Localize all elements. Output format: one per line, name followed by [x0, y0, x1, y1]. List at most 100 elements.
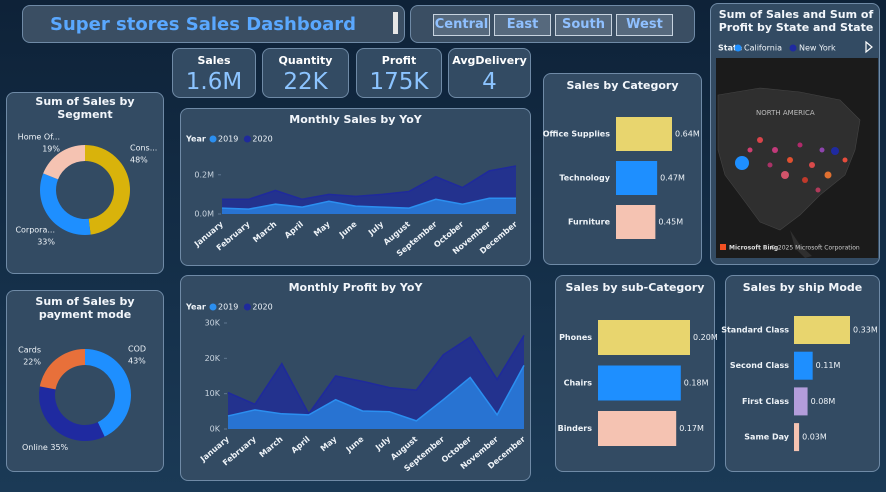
slice-value: 33%: [37, 238, 55, 247]
slice-value: 22%: [23, 358, 41, 367]
slice-name: COD: [128, 345, 146, 354]
category-label: Furniture: [568, 218, 611, 227]
play-icon[interactable]: [865, 40, 873, 54]
kpi-card: Profit 175K: [356, 48, 442, 98]
bar: [794, 351, 813, 380]
slicer-button[interactable]: East: [494, 14, 551, 36]
category-label: Same Day: [744, 433, 790, 442]
donut-slice: [39, 349, 85, 390]
legend-marker: [789, 44, 797, 52]
value-label: 0.33M: [853, 326, 878, 335]
value-label: 0.03M: [802, 433, 827, 442]
kpi-value: 22K: [283, 69, 328, 95]
x-tick-label: June: [344, 434, 366, 455]
bar: [598, 411, 677, 446]
map-dot: [767, 162, 773, 168]
value-label: 0.08M: [811, 397, 836, 406]
kpi-value: 175K: [369, 69, 429, 95]
legend-marker: [734, 44, 742, 52]
kpi-label: Sales: [197, 54, 231, 67]
legend-marker: [209, 135, 217, 143]
donut-slice: [85, 349, 132, 437]
bar: [794, 423, 800, 452]
x-tick-label: July: [366, 219, 386, 238]
x-tick-label: May: [319, 434, 339, 453]
x-tick-label: March: [251, 219, 278, 244]
map-dot: [735, 156, 749, 170]
legend-title: Year: [185, 303, 206, 312]
map-dot: [802, 177, 808, 183]
map-dot: [747, 147, 753, 153]
slicer-button[interactable]: South: [555, 14, 612, 36]
bar: [598, 365, 681, 401]
value-label: 0.64M: [675, 130, 700, 139]
value-label: 0.11M: [816, 361, 841, 370]
legend-label: 2020: [252, 135, 272, 144]
slice-label: Online 35%: [22, 443, 69, 452]
kpi-value: 1.6M: [185, 69, 243, 95]
y-tick-label: 0K: [210, 425, 221, 434]
legend-label: California: [744, 44, 782, 53]
region-slicer: Central East South West: [410, 5, 695, 43]
bar: [616, 161, 658, 195]
slice-name: Corpora...: [15, 226, 55, 235]
map-dot: [824, 171, 832, 179]
map-brand: Microsoft Bing: [729, 245, 778, 252]
category-label: Binders: [558, 424, 593, 433]
y-tick-label: 0.0M: [194, 210, 214, 219]
area-fill: [222, 198, 516, 214]
y-tick-label: 20K: [205, 354, 221, 363]
legend-label: 2019: [218, 303, 238, 312]
category-label: Chairs: [564, 379, 593, 388]
chart-title: Sales by sub-Category: [565, 281, 705, 294]
category-label: Office Supplies: [543, 130, 610, 139]
kpi-label: Profit: [381, 54, 417, 67]
series-line: [222, 165, 517, 201]
slicer-button[interactable]: West: [616, 14, 673, 36]
x-tick-label: April: [289, 434, 311, 455]
kpi-card: Quantity 22K: [262, 48, 349, 98]
slicer-button[interactable]: Central: [433, 14, 490, 36]
header-panel: Super stores Sales Dashboard: [22, 5, 405, 43]
kpi-label: AvgDelivery: [452, 54, 527, 67]
chart-title: Sales by Category: [566, 79, 679, 92]
slice-name: Online: [22, 443, 48, 452]
legend-marker: [243, 135, 251, 143]
map-dot: [797, 142, 803, 148]
map-dot: [809, 162, 815, 168]
area-fill: [228, 365, 524, 429]
x-tick-label: June: [337, 219, 359, 240]
legend-marker: [243, 303, 251, 311]
value-label: 0.17M: [679, 424, 704, 433]
legend-label: 2019: [218, 135, 238, 144]
x-tick-label: May: [312, 219, 332, 238]
map-dot: [787, 157, 793, 163]
kpi-value: 4: [482, 69, 497, 95]
donut-slice: [39, 173, 91, 235]
legend-marker: [209, 303, 217, 311]
legend-title: Year: [185, 135, 206, 144]
map-dot: [781, 171, 789, 179]
map-attribution: © 2025 Microsoft Corporation: [770, 245, 860, 252]
map-dot: [831, 147, 839, 155]
slice-value: 48%: [130, 156, 148, 165]
payment-panel: [6, 290, 164, 472]
series-line: [227, 334, 525, 416]
y-tick-label: 30K: [205, 319, 221, 328]
map-dot: [815, 187, 821, 193]
map-dot: [757, 137, 763, 143]
legend-label: 2020: [252, 303, 272, 312]
bar: [616, 117, 672, 151]
chart-title: Sum of Sales by payment mode: [35, 295, 135, 321]
y-tick-label: 10K: [205, 389, 221, 398]
value-label: 0.45M: [658, 218, 683, 227]
value-label: 0.47M: [660, 174, 685, 183]
category-label: Phones: [559, 333, 592, 342]
slice-value: 35%: [50, 443, 68, 452]
category-label: First Class: [742, 397, 789, 406]
bar: [794, 387, 808, 416]
chart-title: Sales by ship Mode: [742, 281, 863, 294]
category-label: Standard Class: [721, 326, 789, 335]
slice-value: 43%: [128, 357, 146, 366]
